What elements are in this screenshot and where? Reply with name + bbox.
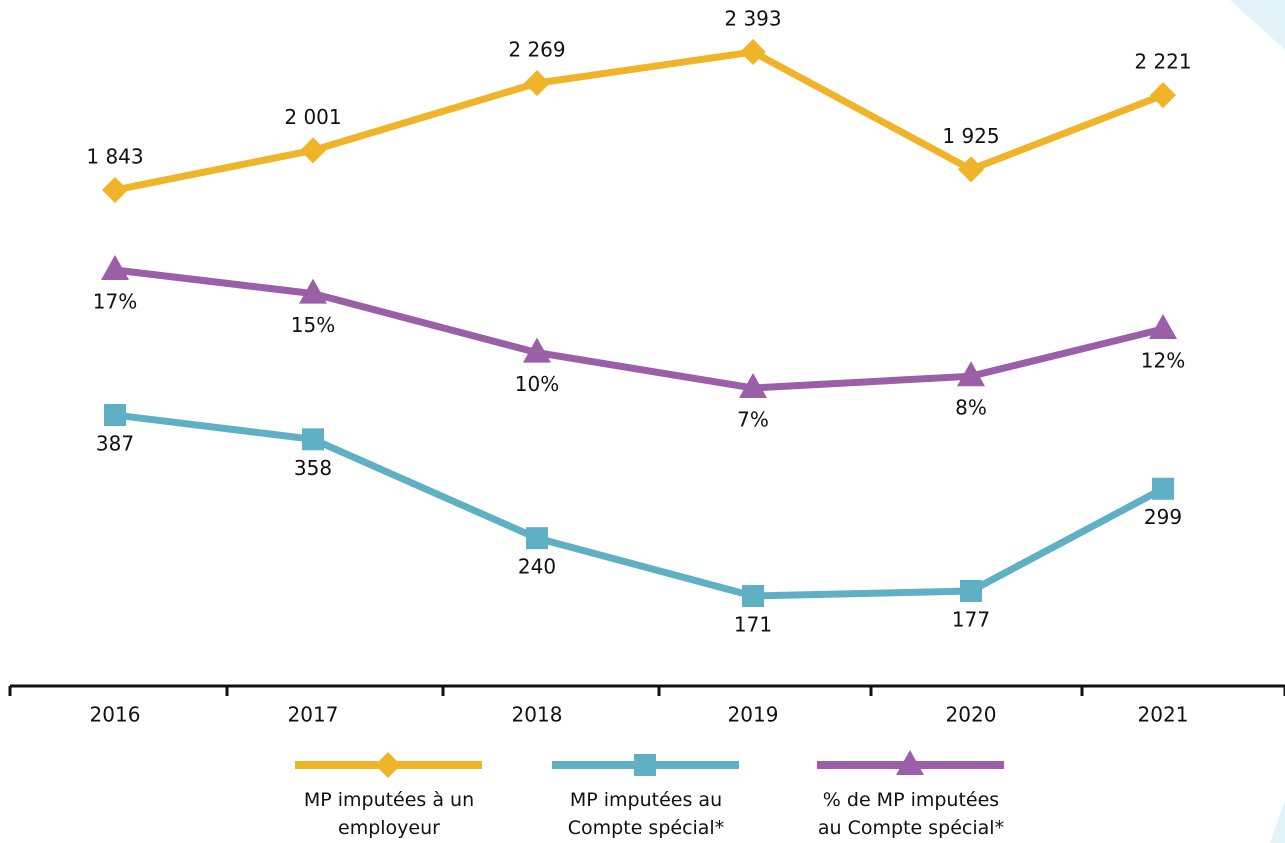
- legend-label: MP imputées au Compte spécial*: [567, 789, 725, 839]
- data-point: [524, 70, 550, 97]
- data-label: 1 925: [942, 124, 999, 148]
- data-point: [958, 156, 984, 183]
- x-tick-label: 2019: [728, 703, 779, 727]
- data-point: [299, 278, 327, 304]
- data-label: 171: [734, 613, 772, 637]
- data-label: 2 393: [724, 7, 781, 31]
- legend-label: % de MP imputées au Compte spécial*: [817, 789, 1005, 839]
- data-point: [1152, 477, 1174, 500]
- data-label: 240: [518, 555, 556, 579]
- series-line: [114, 48, 1165, 194]
- data-label: 177: [952, 607, 990, 631]
- data-point: [101, 255, 129, 280]
- legend-marker: [375, 752, 401, 778]
- data-point: [302, 428, 324, 451]
- data-point: [526, 527, 548, 550]
- legend-marker: [634, 754, 656, 776]
- x-tick-label: 2016: [90, 703, 141, 727]
- data-point: [957, 361, 985, 387]
- data-label: 17%: [93, 290, 137, 314]
- data-point: [960, 579, 982, 602]
- data-label: 7%: [737, 408, 769, 432]
- data-label: 2 001: [284, 105, 341, 129]
- data-label: 15%: [291, 313, 335, 337]
- data-point: [300, 137, 326, 164]
- data-point: [1150, 82, 1176, 109]
- x-tick-label: 2018: [512, 703, 563, 727]
- series-line: [114, 411, 1165, 600]
- data-label: 387: [96, 432, 134, 456]
- data-label: 1 843: [86, 145, 143, 169]
- data-label: 2 269: [508, 38, 565, 62]
- x-tick-label: 2017: [288, 703, 339, 727]
- data-point: [104, 404, 126, 426]
- decor: [1230, 0, 1285, 50]
- data-point: [523, 337, 551, 363]
- data-point: [102, 177, 128, 203]
- data-label: 12%: [1141, 349, 1185, 373]
- data-label: 2 221: [1134, 50, 1191, 74]
- data-label: 10%: [515, 372, 559, 396]
- data-point: [740, 39, 766, 65]
- legend-marker: [896, 750, 924, 775]
- data-point: [739, 373, 767, 398]
- data-label: 358: [294, 456, 332, 480]
- decor: [1270, 800, 1285, 843]
- data-label: 8%: [955, 396, 987, 420]
- data-point: [742, 585, 764, 607]
- x-tick-label: 2020: [946, 703, 997, 727]
- data-label: 299: [1144, 505, 1182, 529]
- x-tick-label: 2021: [1138, 703, 1189, 727]
- legend-label: MP imputées à un employeur: [303, 789, 475, 839]
- data-point: [1149, 314, 1177, 339]
- series-line: [114, 266, 1164, 392]
